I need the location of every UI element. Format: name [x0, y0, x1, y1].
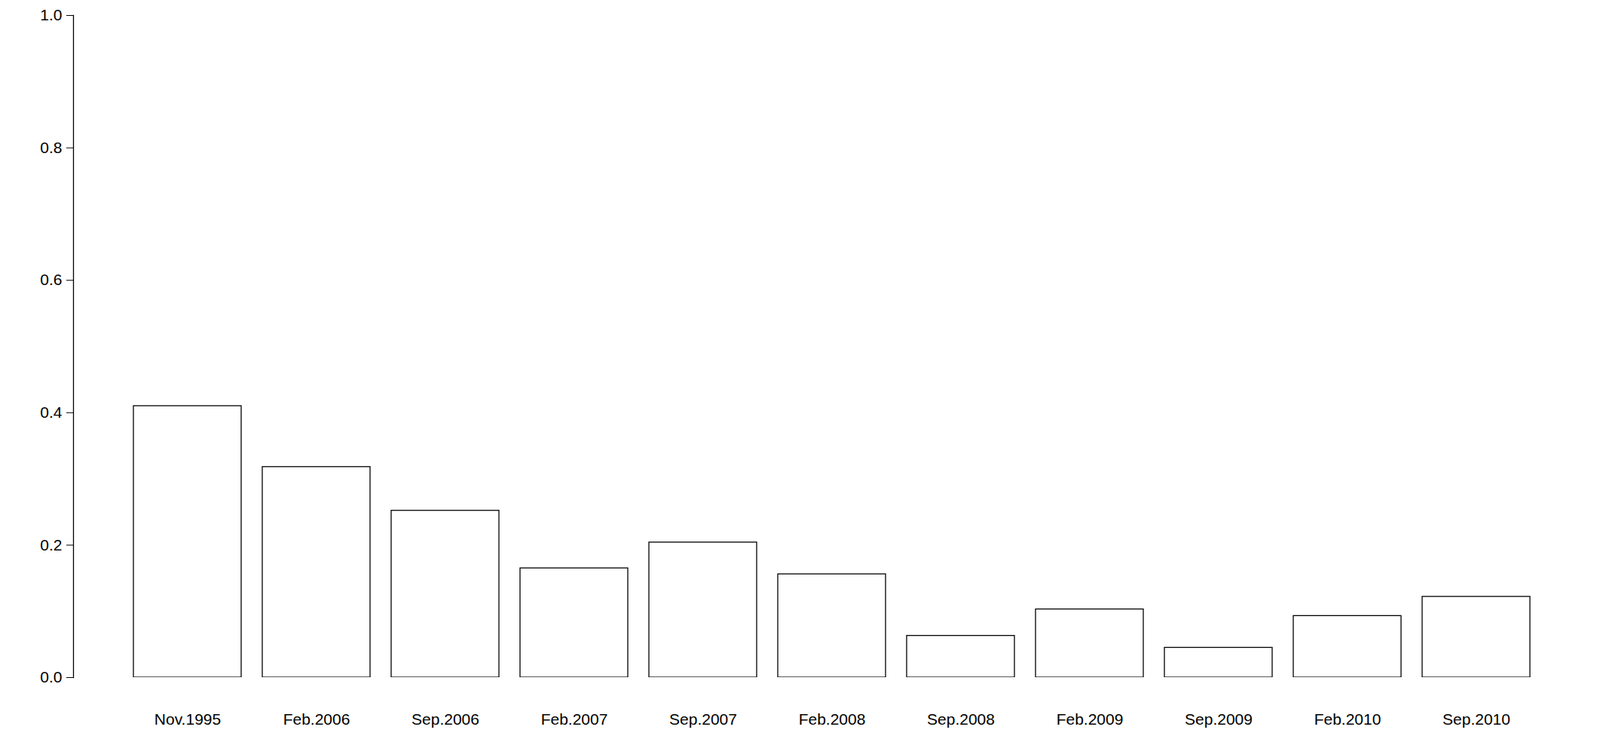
svg-text:Feb.2010: Feb.2010	[1314, 709, 1382, 728]
svg-text:0.8: 0.8	[39, 138, 62, 157]
svg-text:0.4: 0.4	[39, 403, 63, 421]
svg-text:Nov.1995: Nov.1995	[154, 709, 221, 728]
svg-text:1.0: 1.0	[39, 6, 62, 24]
svg-text:Feb.2009: Feb.2009	[1056, 709, 1124, 728]
svg-text:Feb.2008: Feb.2008	[798, 709, 866, 728]
svg-text:Sep.2007: Sep.2007	[669, 709, 738, 728]
svg-text:Sep.2010: Sep.2010	[1442, 709, 1511, 728]
svg-text:0.2: 0.2	[39, 535, 62, 554]
svg-text:Feb.2006: Feb.2006	[283, 709, 351, 728]
svg-text:Sep.2006: Sep.2006	[411, 709, 480, 728]
svg-text:0.0: 0.0	[39, 667, 62, 686]
svg-text:0.6: 0.6	[39, 270, 62, 288]
svg-text:Sep.2009: Sep.2009	[1184, 709, 1253, 728]
svg-text:Sep.2008: Sep.2008	[926, 709, 995, 728]
svg-text:Feb.2007: Feb.2007	[541, 709, 609, 728]
